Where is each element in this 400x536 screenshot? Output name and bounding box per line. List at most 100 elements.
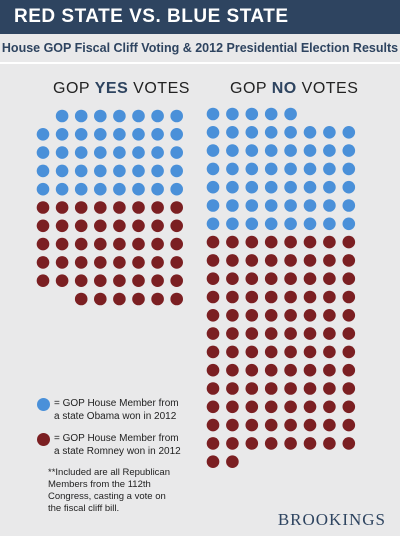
page-title: RED STATE VS. BLUE STATE (14, 6, 289, 27)
romney-state-member-dot (303, 235, 317, 249)
obama-state-member-dot (170, 109, 183, 123)
romney-state-member-dot (284, 363, 297, 377)
romney-state-member-dot (206, 437, 220, 450)
romney-state-member-dot (226, 254, 239, 267)
romney-state-member-dot (132, 237, 145, 251)
obama-state-member-dot (245, 162, 259, 176)
romney-state-member-dot (342, 235, 356, 249)
romney-state-member-dot (264, 309, 278, 322)
obama-state-member-dot (74, 146, 88, 159)
romney-state-member-dot (170, 237, 183, 251)
obama-state-member-dot (226, 107, 239, 121)
romney-state-member-dot (206, 235, 220, 249)
romney-state-member-dot (226, 437, 239, 450)
obama-state-member-dot (170, 146, 183, 159)
romney-state-member-dot (323, 235, 336, 249)
obama-state-member-dot (303, 144, 317, 157)
romney-state-member-dot (342, 290, 356, 304)
obama-state-member-dot (74, 182, 88, 196)
romney-state-member-dot (94, 201, 107, 214)
romney-state-member-dot (206, 455, 220, 469)
romney-state-member-dot (303, 382, 317, 395)
romney-state-member-dot (36, 219, 50, 233)
romney-state-member-dot (245, 254, 259, 267)
yes-votes-heading: GOP YES VOTES (53, 80, 190, 98)
obama-state-member-dot (170, 182, 183, 196)
romney-state-member-dot (74, 201, 88, 214)
romney-state-member-dot (206, 400, 220, 414)
romney-state-member-dot (113, 219, 126, 233)
yes-heading-prefix: GOP (53, 80, 95, 97)
romney-state-member-dot (323, 290, 336, 304)
obama-state-member-dot (264, 107, 278, 121)
romney-state-member-dot (323, 418, 336, 432)
obama-state-member-dot (132, 182, 145, 196)
romney-state-member-dot (226, 363, 239, 377)
romney-state-member-dot (36, 237, 50, 251)
obama-state-member-dot (94, 182, 107, 196)
romney-state-member-dot (264, 345, 278, 359)
romney-state-member-dot (264, 382, 278, 395)
romney-state-member-dot (226, 272, 239, 286)
romney-state-member-dot (226, 400, 239, 414)
romney-state-member-dot (55, 237, 69, 251)
obama-state-member-dot (132, 164, 145, 178)
romney-state-member-dot (151, 201, 164, 214)
legend-blue-text: = GOP House Member from a state Obama wo… (54, 398, 179, 422)
obama-state-member-dot (74, 164, 88, 178)
obama-state-member-dot (323, 126, 336, 139)
romney-state-member-dot (55, 274, 69, 288)
romney-state-member-dot (113, 256, 126, 269)
obama-state-member-dot (303, 180, 317, 194)
romney-state-member-dot (206, 363, 220, 377)
obama-state-member-dot (342, 162, 356, 176)
romney-state-member-dot (74, 256, 88, 269)
romney-state-member-dot (245, 290, 259, 304)
romney-state-member-dot (303, 363, 317, 377)
romney-state-member-dot (74, 292, 88, 306)
romney-state-member-dot (206, 345, 220, 359)
obama-state-member-dot (55, 182, 69, 196)
obama-state-member-dot (132, 146, 145, 159)
romney-state-member-dot (323, 437, 336, 450)
romney-state-member-dot (55, 201, 69, 214)
obama-state-member-dot (284, 107, 297, 121)
obama-state-member-dot (323, 180, 336, 194)
no-heading-emphasis: NO (271, 80, 297, 97)
romney-state-member-dot (245, 437, 259, 450)
obama-state-member-dot (284, 180, 297, 194)
romney-state-member-dot (55, 256, 69, 269)
yes-heading-emphasis: YES (94, 80, 129, 97)
romney-state-member-dot (303, 437, 317, 450)
romney-state-member-dot (342, 418, 356, 432)
obama-state-member-dot (323, 144, 336, 157)
romney-state-member-dot (226, 345, 239, 359)
romney-state-member-dot (264, 363, 278, 377)
romney-state-member-dot (342, 400, 356, 414)
obama-state-member-dot (323, 162, 336, 176)
romney-state-member-dot (94, 274, 107, 288)
romney-state-member-dot (206, 254, 220, 267)
romney-state-member-dot (303, 290, 317, 304)
obama-state-member-dot (170, 164, 183, 178)
romney-state-member-dot (226, 418, 239, 432)
obama-state-member-dot (132, 109, 145, 123)
obama-state-member-dot (36, 146, 50, 159)
romney-state-member-dot (151, 292, 164, 306)
obama-state-member-dot (206, 180, 220, 194)
romney-state-member-dot (245, 272, 259, 286)
romney-state-member-dot (323, 400, 336, 414)
romney-state-member-dot (113, 292, 126, 306)
obama-state-member-dot (284, 199, 297, 212)
romney-state-member-dot (245, 345, 259, 359)
obama-state-member-dot (206, 126, 220, 139)
obama-state-member-dot (303, 217, 317, 231)
obama-state-member-dot (206, 199, 220, 212)
obama-state-member-dot (245, 107, 259, 121)
romney-state-member-dot (94, 219, 107, 233)
obama-state-member-dot (36, 182, 50, 196)
romney-state-member-dot (264, 290, 278, 304)
romney-state-member-dot (245, 309, 259, 322)
romney-state-member-dot (226, 327, 239, 340)
romney-state-member-dot (342, 254, 356, 267)
